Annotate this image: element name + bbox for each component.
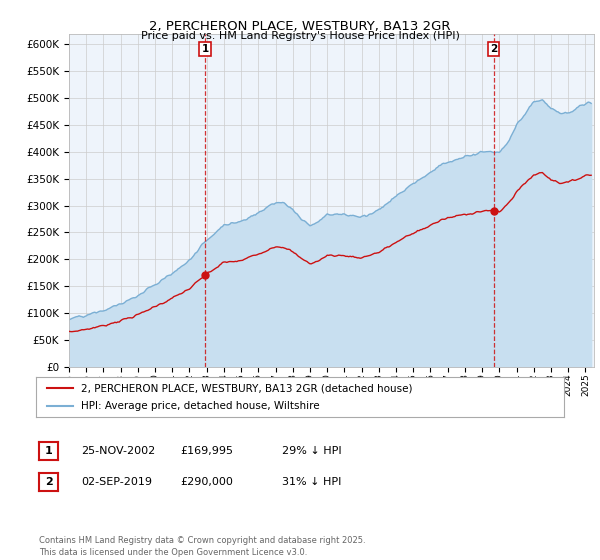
Text: Price paid vs. HM Land Registry's House Price Index (HPI): Price paid vs. HM Land Registry's House … — [140, 31, 460, 41]
Text: 02-SEP-2019: 02-SEP-2019 — [81, 477, 152, 487]
Text: Contains HM Land Registry data © Crown copyright and database right 2025.
This d: Contains HM Land Registry data © Crown c… — [39, 536, 365, 557]
Text: 2, PERCHERON PLACE, WESTBURY, BA13 2GR (detached house): 2, PERCHERON PLACE, WESTBURY, BA13 2GR (… — [81, 383, 412, 393]
Text: 1: 1 — [202, 44, 209, 54]
Text: 2: 2 — [490, 44, 497, 54]
Text: £290,000: £290,000 — [180, 477, 233, 487]
Text: 2: 2 — [45, 477, 52, 487]
Text: £169,995: £169,995 — [180, 446, 233, 456]
Text: 31% ↓ HPI: 31% ↓ HPI — [282, 477, 341, 487]
Text: 2, PERCHERON PLACE, WESTBURY, BA13 2GR: 2, PERCHERON PLACE, WESTBURY, BA13 2GR — [149, 20, 451, 32]
Text: 29% ↓ HPI: 29% ↓ HPI — [282, 446, 341, 456]
Text: 25-NOV-2002: 25-NOV-2002 — [81, 446, 155, 456]
Text: 1: 1 — [45, 446, 52, 456]
Text: HPI: Average price, detached house, Wiltshire: HPI: Average price, detached house, Wilt… — [81, 401, 320, 411]
